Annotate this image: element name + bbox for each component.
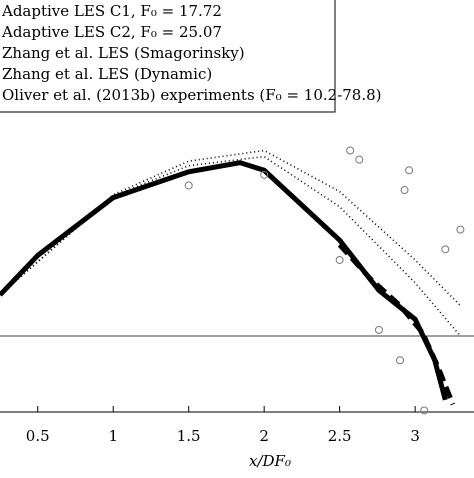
x-axis-label: x/DF₀ [249, 452, 291, 470]
legend-label: Adaptive LES C1, F₀ = 17.72 [1, 2, 222, 20]
marker [405, 166, 414, 175]
x-tick-label: 2.5 [328, 427, 352, 445]
marker [346, 146, 355, 155]
x-tick-label: 3 [410, 427, 420, 445]
marker [335, 255, 344, 264]
series-line [0, 160, 448, 401]
x-tick-label: 0.5 [26, 427, 50, 445]
legend-box [0, 0, 336, 113]
x-tick-label: 2 [259, 427, 269, 445]
x-tick-label: 1 [108, 427, 118, 445]
marker [420, 406, 429, 415]
legend-label: Zhang et al. LES (Dynamic) [2, 65, 212, 83]
legend-label: Adaptive LES C2, F₀ = 25.07 [1, 23, 222, 41]
legend-label: Oliver et al. (2013b) experiments (F₀ = … [2, 86, 382, 104]
series-line [337, 243, 456, 406]
marker [374, 325, 383, 334]
marker [184, 181, 193, 190]
marker [355, 155, 364, 164]
marker [396, 356, 405, 365]
marker [441, 245, 450, 254]
marker [456, 225, 465, 234]
x-tick-label: 1.5 [177, 427, 201, 445]
marker [400, 186, 409, 195]
legend-label: Zhang et al. LES (Smagorinsky) [2, 44, 245, 62]
marker [260, 170, 269, 179]
